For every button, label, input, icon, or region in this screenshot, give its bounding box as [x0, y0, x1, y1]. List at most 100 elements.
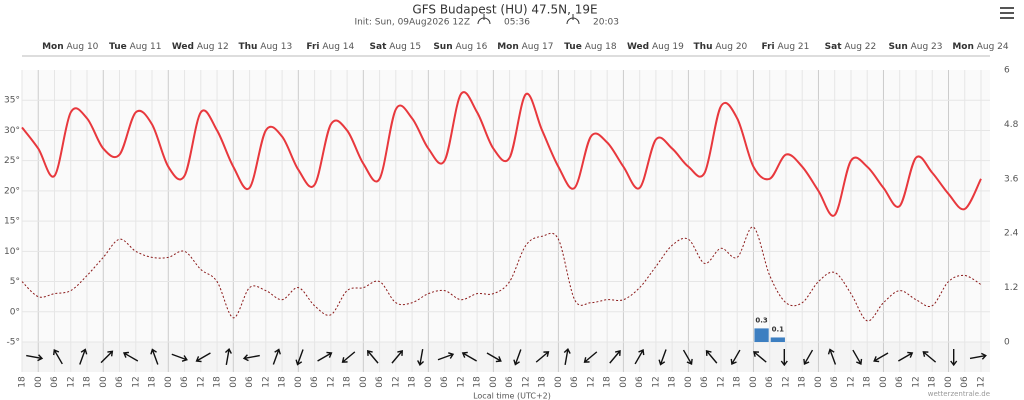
wind-arrow: [150, 348, 159, 365]
wind-arrow: [535, 351, 550, 363]
precip-bar: [754, 328, 769, 342]
wind-arrow: [295, 349, 304, 366]
wind-arrow-shape: [803, 349, 814, 365]
day-label: Fri Aug 14: [306, 42, 354, 52]
precip-label: 0.1: [772, 325, 785, 333]
day-label: Mon Aug 24: [952, 42, 1009, 52]
wind-arrow-shape: [950, 349, 958, 367]
day-date: Aug 10: [67, 42, 99, 52]
precip-bar: [770, 337, 785, 342]
x-tick-label: 18: [148, 376, 158, 388]
day-name: Sat: [825, 42, 843, 52]
x-tick-label: 06: [700, 376, 710, 388]
wind-arrow: [753, 351, 767, 363]
y-tick-label: 5°: [10, 277, 20, 287]
x-tick-label: 00: [359, 376, 369, 388]
wind-arrow-shape: [486, 352, 502, 363]
day-label: Tue Aug 11: [109, 42, 161, 52]
wind-arrow-shape: [535, 351, 550, 363]
day-name: Mon: [497, 42, 519, 52]
y2-tick-label: 2.4: [1004, 229, 1019, 239]
day-label: Wed Aug 12: [172, 42, 229, 52]
wind-arrow-shape: [461, 351, 477, 362]
x-tick-label: 00: [749, 376, 759, 388]
day-date: Aug 12: [197, 42, 229, 52]
wind-arrow: [705, 349, 718, 364]
wind-arrow: [658, 349, 667, 366]
x-tick-label: 06: [375, 376, 385, 388]
x-tick-label: 00: [554, 376, 564, 388]
day-name: Wed: [627, 42, 649, 52]
day-name: Fri: [762, 42, 775, 52]
wind-arrow-shape: [563, 347, 571, 366]
x-tick-label: 12: [911, 376, 921, 387]
x-tick-label: 00: [619, 376, 629, 388]
precip-label: 0.3: [755, 316, 768, 324]
chart-title: GFS Budapest (HU) 47.5N, 19E: [412, 3, 597, 17]
x-tick-label: 00: [489, 376, 499, 388]
wind-arrow-shape: [53, 349, 63, 365]
day-name: Sun: [888, 42, 907, 52]
day-date: Aug 16: [455, 42, 487, 52]
wind-arrow: [950, 349, 958, 367]
x-tick-label: 18: [473, 376, 483, 388]
wind-arrow: [461, 351, 477, 362]
day-date: Aug 23: [911, 42, 943, 52]
x-tick-label: 12: [716, 376, 726, 387]
sun-icon: [477, 14, 580, 25]
x-tick-label: 00: [34, 376, 44, 388]
menu-button[interactable]: [1000, 7, 1014, 19]
temperature-line: [21, 91, 982, 217]
wind-arrow: [224, 347, 232, 366]
x-tick-label: 12: [781, 376, 791, 387]
wind-arrow: [730, 349, 741, 365]
wind-arrow: [195, 352, 211, 363]
wind-arrow-shape: [26, 354, 44, 362]
wind-arrow: [26, 354, 44, 362]
y-tick-label: 10°: [4, 247, 20, 257]
x-tick-label: 12: [66, 376, 76, 387]
day-name: Sat: [370, 42, 388, 52]
day-label: Sun Aug 16: [433, 42, 487, 52]
y2-tick-label: 3.6: [1004, 174, 1019, 184]
x-tick-label: 06: [505, 376, 515, 388]
x-tick-label: 06: [570, 376, 580, 388]
wind-arrow-shape: [873, 352, 889, 363]
x-tick-label: 18: [83, 376, 93, 388]
y-tick-label: 20°: [4, 186, 20, 196]
x-tick-label: 00: [944, 376, 954, 388]
wind-arrow-shape: [224, 347, 232, 366]
day-name: Sun: [433, 42, 452, 52]
x-tick-label: 06: [115, 376, 125, 388]
day-label: Sat Aug 15: [370, 42, 422, 52]
x-tick-label: 12: [521, 376, 531, 387]
day-label: Sat Aug 22: [825, 42, 877, 52]
day-date: Aug 14: [322, 42, 354, 52]
wind-arrow-shape: [341, 351, 356, 363]
y-tick-label: 15°: [4, 217, 20, 227]
day-date: Aug 19: [652, 42, 684, 52]
wind-arrow-shape: [100, 350, 114, 364]
wind-arrow: [171, 353, 188, 362]
wind-arrow: [852, 349, 863, 365]
x-tick-label: 12: [651, 376, 661, 387]
wind-arrow-shape: [730, 349, 741, 365]
wind-arrow-shape: [513, 349, 522, 366]
wind-arrow-shape: [852, 349, 863, 365]
wind-arrow: [634, 349, 645, 365]
day-date: Aug 24: [977, 42, 1009, 52]
x-tick-label: 12: [456, 376, 466, 387]
day-name: Thu: [694, 42, 713, 52]
x-tick-label: 06: [440, 376, 450, 388]
y-tick-label: -5°: [7, 338, 20, 348]
wind-arrow: [898, 351, 914, 362]
wind-arrow: [827, 348, 837, 365]
wind-arrow: [417, 348, 425, 367]
dewpoint-line: [21, 226, 982, 322]
sunrise: 05:36: [504, 18, 530, 28]
wind-arrow: [873, 352, 889, 363]
x-tick-label: 12: [846, 376, 856, 387]
x-tick-label: 00: [424, 376, 434, 388]
wind-arrow: [513, 349, 522, 366]
